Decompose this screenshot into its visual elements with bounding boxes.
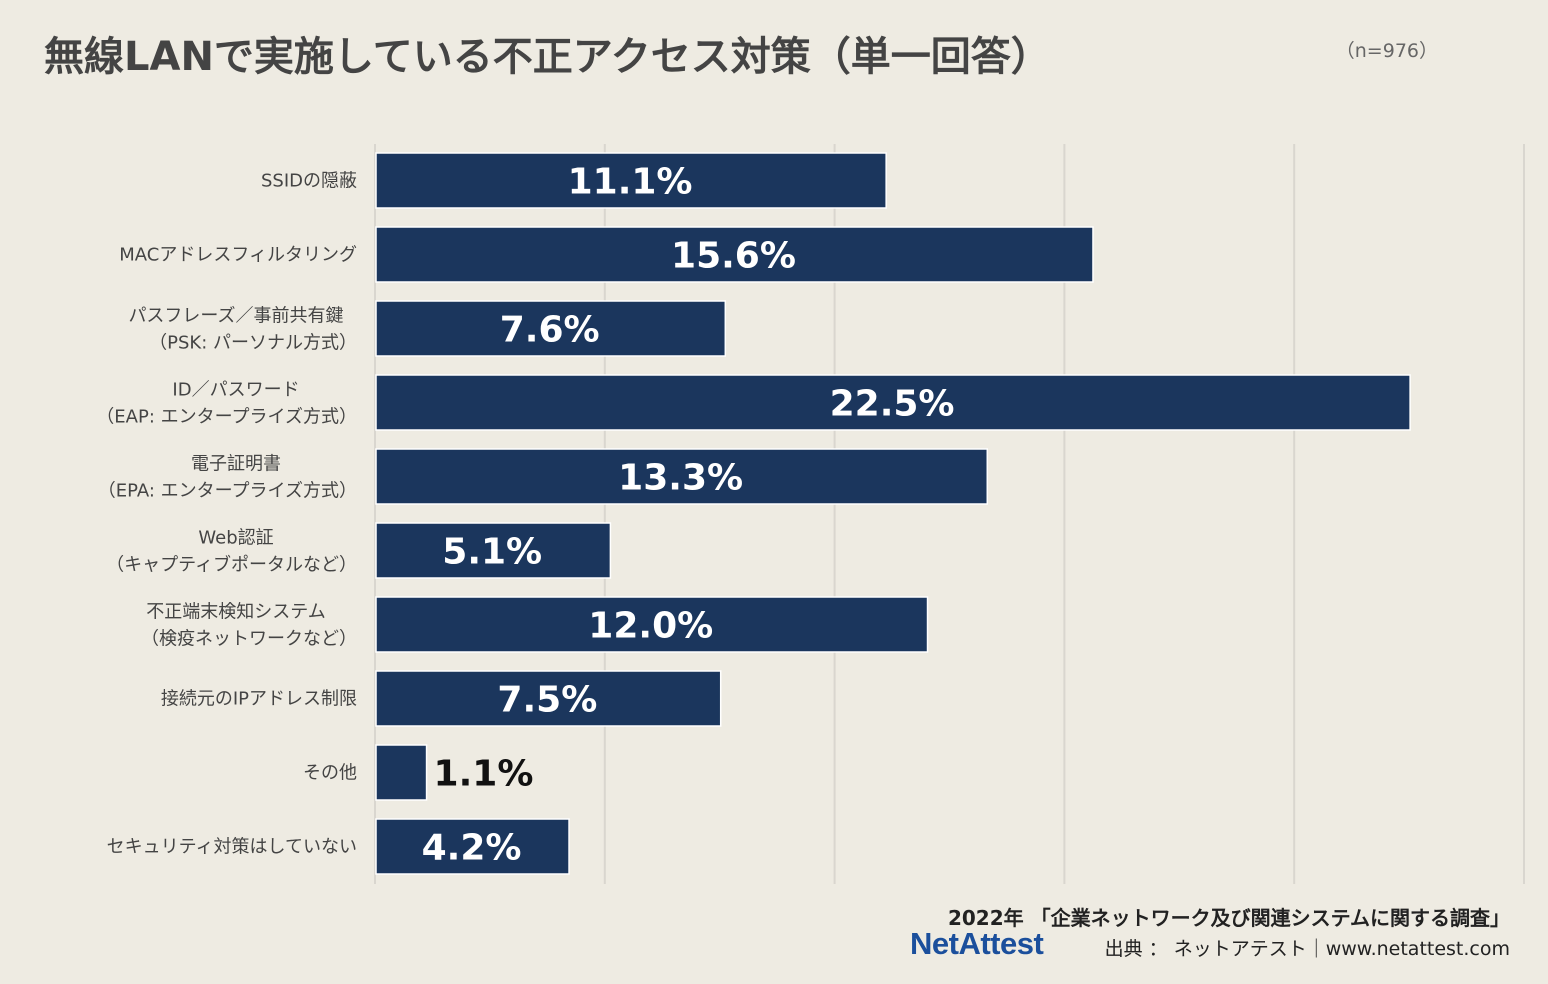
data-label: 5.1% bbox=[442, 532, 542, 573]
category-label: セキュリティ対策はしていない bbox=[107, 837, 357, 858]
bar bbox=[375, 152, 887, 209]
bar bbox=[375, 596, 929, 653]
bar bbox=[375, 300, 727, 357]
category-label: パスフレーズ／事前共有鍵 bbox=[128, 306, 343, 327]
netattest-logo: NetAttest bbox=[910, 926, 1044, 961]
data-label: 15.6% bbox=[671, 236, 796, 277]
chart-title: 無線LANで実施している不正アクセス対策（単一回答） bbox=[44, 34, 1051, 80]
bar bbox=[375, 744, 428, 801]
category-label: 不正端末検知システム bbox=[146, 602, 325, 623]
data-label: 7.6% bbox=[500, 310, 600, 351]
bar bbox=[375, 448, 989, 505]
category-label-sub: （キャプティブポータルなど） bbox=[106, 554, 357, 576]
sample-size-note: （n=976） bbox=[1335, 40, 1438, 62]
category-label-sub: （EPA: エンタープライズ方式） bbox=[98, 481, 357, 502]
category-label: その他 bbox=[303, 763, 357, 784]
data-label: 4.2% bbox=[422, 828, 522, 869]
bar bbox=[375, 374, 1411, 431]
bar bbox=[375, 818, 570, 875]
category-label: MACアドレスフィルタリング bbox=[119, 245, 357, 266]
data-label: 13.3% bbox=[618, 458, 743, 499]
source-credit: 出典 ： ネットアテスト｜www.netattest.com bbox=[1104, 938, 1510, 960]
bar bbox=[375, 226, 1094, 283]
data-label: 7.5% bbox=[497, 680, 597, 721]
category-label: SSIDの隠蔽 bbox=[261, 171, 357, 192]
data-label: 11.1% bbox=[568, 162, 693, 203]
category-label: 電子証明書 bbox=[191, 454, 281, 475]
category-label: 接続元のIPアドレス制限 bbox=[161, 689, 357, 710]
data-label: 22.5% bbox=[830, 384, 955, 425]
bar bbox=[375, 522, 612, 579]
category-label-sub: （EAP: エンタープライズ方式） bbox=[96, 407, 357, 428]
data-label: 1.1% bbox=[434, 754, 534, 795]
category-label: ID／パスワード bbox=[172, 380, 299, 401]
bars bbox=[375, 152, 1411, 875]
bar bbox=[375, 670, 722, 727]
survey-name: 2022年 「企業ネットワーク及び関連システムに関する調査」 bbox=[947, 906, 1510, 930]
data-label: 12.0% bbox=[588, 606, 713, 647]
category-label-sub: （検疫ネットワークなど） bbox=[141, 629, 357, 650]
category-label-sub: （PSK: パーソナル方式） bbox=[149, 333, 357, 354]
category-label: Web認証 bbox=[198, 528, 273, 549]
gridlines bbox=[374, 144, 1525, 884]
data-labels: 11.1% 15.6% 7.6% 22.5% 13.3% 5.1% 12.0% 7.5% 1.1… bbox=[422, 162, 955, 869]
